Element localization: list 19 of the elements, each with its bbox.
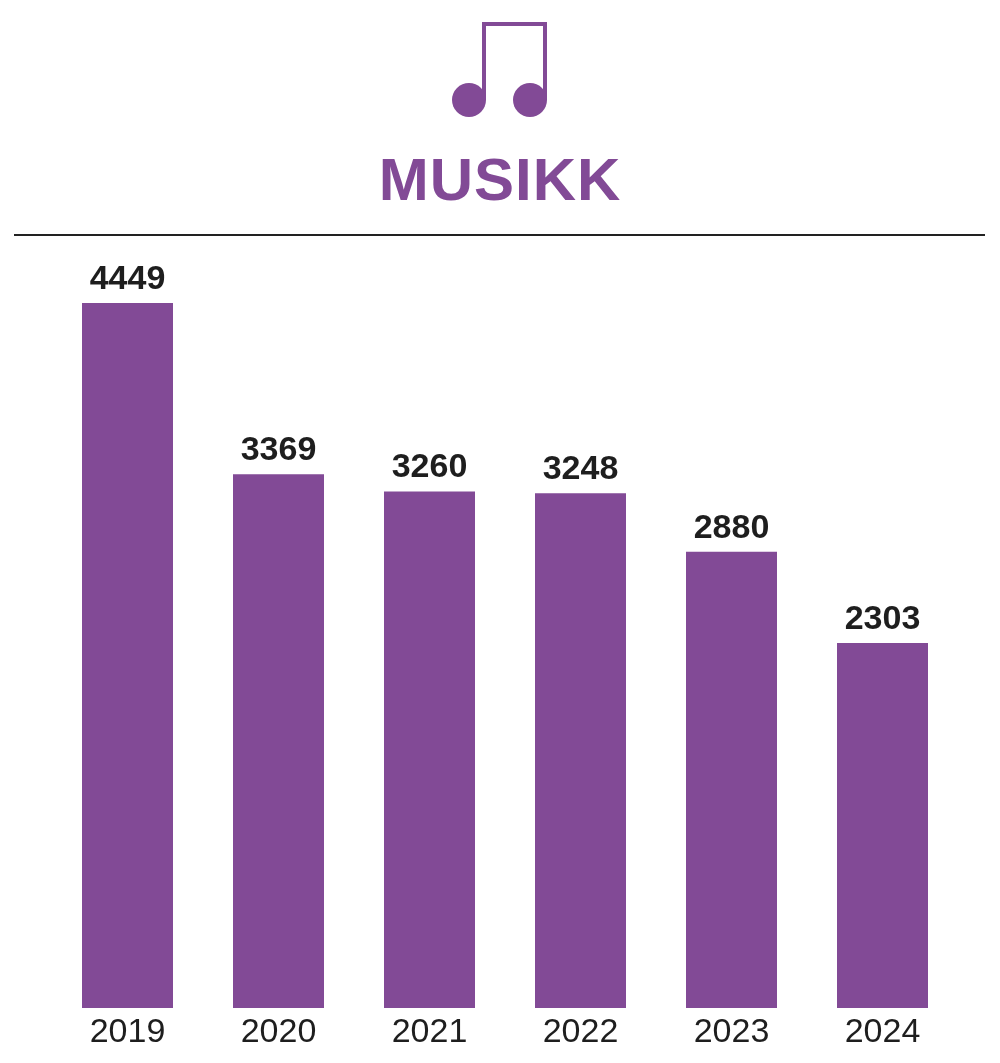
bar — [535, 493, 626, 1008]
bar — [82, 303, 173, 1008]
x-tick-label: 2021 — [391, 1011, 468, 1050]
data-label: 3248 — [542, 448, 619, 487]
x-tick-label: 2023 — [693, 1011, 770, 1050]
data-label: 2303 — [844, 598, 921, 637]
data-label: 2880 — [693, 506, 770, 545]
x-tick-label: 2022 — [542, 1011, 619, 1050]
bar — [837, 643, 928, 1008]
data-label: 3369 — [240, 429, 317, 468]
x-tick-label: 2024 — [844, 1011, 921, 1050]
bar — [384, 491, 475, 1008]
x-tick-label: 2020 — [240, 1011, 317, 1050]
bar — [233, 474, 324, 1008]
data-label: 4449 — [89, 258, 166, 296]
bar — [686, 551, 777, 1008]
x-tick-label: 2019 — [89, 1011, 166, 1050]
data-label: 3260 — [391, 446, 468, 485]
chart-title: MUSIKK — [377, 145, 623, 215]
